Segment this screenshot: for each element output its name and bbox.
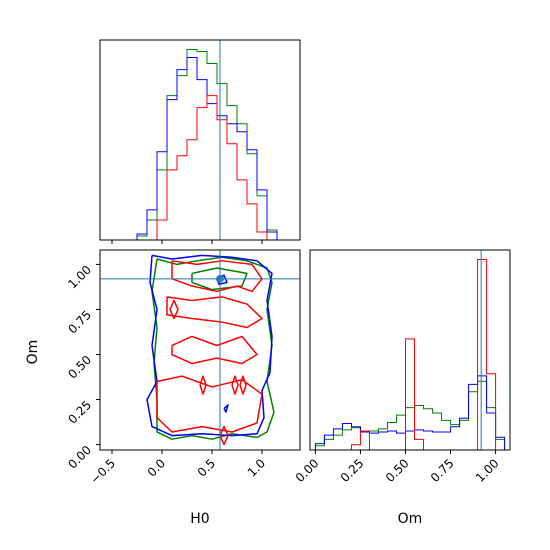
contour-red (239, 375, 247, 395)
x-axis-label-om: Om (398, 511, 423, 527)
contour-red (199, 375, 207, 395)
om-histogram-frame (309, 249, 511, 451)
h0-histogram-blue (136, 57, 278, 240)
contour-red (171, 260, 263, 293)
contour-layer (146, 254, 275, 446)
contour-red (166, 296, 263, 329)
contour-red (171, 335, 258, 365)
truth-marker (216, 274, 224, 283)
contour-red (231, 375, 239, 395)
h0-histogram-frame (99, 39, 301, 241)
om-histogram-green (314, 380, 506, 450)
h0-histogram-panel (99, 39, 301, 244)
contour-green (191, 267, 248, 291)
contour-blue (146, 254, 273, 437)
contour-red (219, 425, 229, 446)
contour-blue (223, 404, 229, 413)
x-axis-label-h0: H0 (190, 511, 209, 527)
om-histogram-red (315, 259, 505, 451)
y-axis-label-om: Om (25, 340, 41, 365)
contour-red (169, 299, 179, 320)
contour-red (156, 375, 263, 433)
contour-green (151, 256, 275, 440)
contour-frame (99, 249, 301, 451)
h0-histogram-red (137, 95, 277, 241)
